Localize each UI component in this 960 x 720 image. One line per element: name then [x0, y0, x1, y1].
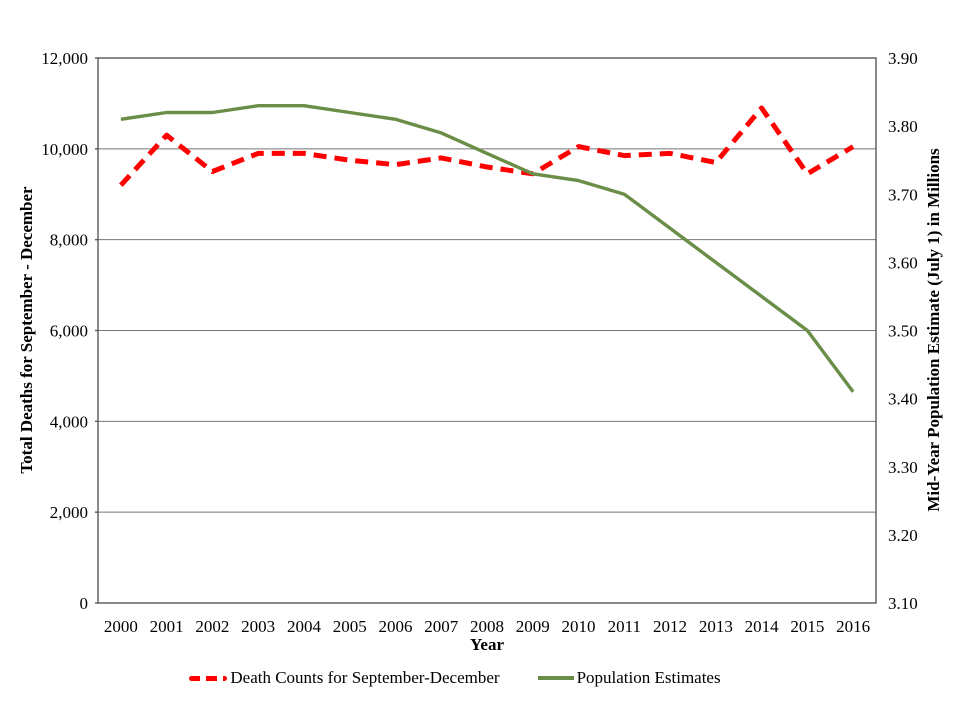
death-counts-line — [119, 105, 855, 187]
svg-text:2015: 2015 — [790, 617, 824, 636]
svg-text:3.20: 3.20 — [888, 526, 918, 545]
svg-text:10,000: 10,000 — [41, 140, 88, 159]
svg-text:2007: 2007 — [424, 617, 459, 636]
y-right-tick-labels: 3.10 3.20 3.30 3.40 3.50 3.60 3.70 3.80 3.90 — [888, 49, 918, 613]
svg-text:2016: 2016 — [836, 617, 870, 636]
svg-text:2006: 2006 — [378, 617, 412, 636]
green-solid-line-swatch-icon — [537, 676, 574, 680]
svg-text:3.10: 3.10 — [888, 594, 918, 613]
x-tick-labels: 2000 2001 2002 2003 2004 2005 2006 2007 2008 2009… — [104, 617, 870, 636]
svg-text:3.30: 3.30 — [888, 458, 918, 477]
svg-text:2012: 2012 — [653, 617, 687, 636]
svg-text:2009: 2009 — [516, 617, 550, 636]
svg-text:3.60: 3.60 — [888, 253, 918, 272]
chart-legend: Death Counts for September-December Popu… — [0, 668, 935, 688]
svg-text:2008: 2008 — [470, 617, 504, 636]
svg-text:8,000: 8,000 — [50, 231, 88, 250]
svg-text:2003: 2003 — [241, 617, 275, 636]
red-dashed-line-swatch-icon — [189, 675, 228, 681]
y-right-axis-title: Mid-Year Population Estimate (July 1) in… — [924, 148, 943, 512]
svg-text:3.90: 3.90 — [888, 49, 918, 68]
svg-text:2000: 2000 — [104, 617, 138, 636]
legend-item-death-counts: Death Counts for September-December — [189, 668, 500, 688]
svg-text:2005: 2005 — [333, 617, 367, 636]
legend-label-death-counts: Death Counts for September-December — [230, 668, 500, 687]
y-left-axis-title: Total Deaths for September - December — [17, 186, 36, 474]
svg-text:2002: 2002 — [195, 617, 229, 636]
svg-text:6,000: 6,000 — [50, 322, 88, 341]
svg-text:3.70: 3.70 — [888, 185, 918, 204]
svg-text:3.50: 3.50 — [888, 322, 918, 341]
svg-text:0: 0 — [80, 594, 89, 613]
legend-item-population: Population Estimates — [537, 668, 721, 688]
svg-text:2001: 2001 — [150, 617, 184, 636]
svg-text:3.80: 3.80 — [888, 117, 918, 136]
svg-text:2010: 2010 — [562, 617, 596, 636]
svg-text:2004: 2004 — [287, 617, 322, 636]
svg-text:3.40: 3.40 — [888, 390, 918, 409]
svg-text:12,000: 12,000 — [41, 49, 88, 68]
svg-text:2014: 2014 — [745, 617, 780, 636]
legend-label-population: Population Estimates — [576, 668, 721, 687]
svg-text:2,000: 2,000 — [50, 503, 88, 522]
svg-text:2011: 2011 — [608, 617, 641, 636]
gridlines — [98, 148, 876, 513]
x-axis-title: Year — [470, 635, 504, 654]
population-line — [120, 103, 855, 393]
plot-frame — [95, 57, 877, 604]
y-left-tick-labels: 0 2,000 4,000 6,000 8,000 10,000 12,000 — [41, 49, 88, 613]
svg-text:2013: 2013 — [699, 617, 733, 636]
svg-text:4,000: 4,000 — [50, 412, 88, 431]
